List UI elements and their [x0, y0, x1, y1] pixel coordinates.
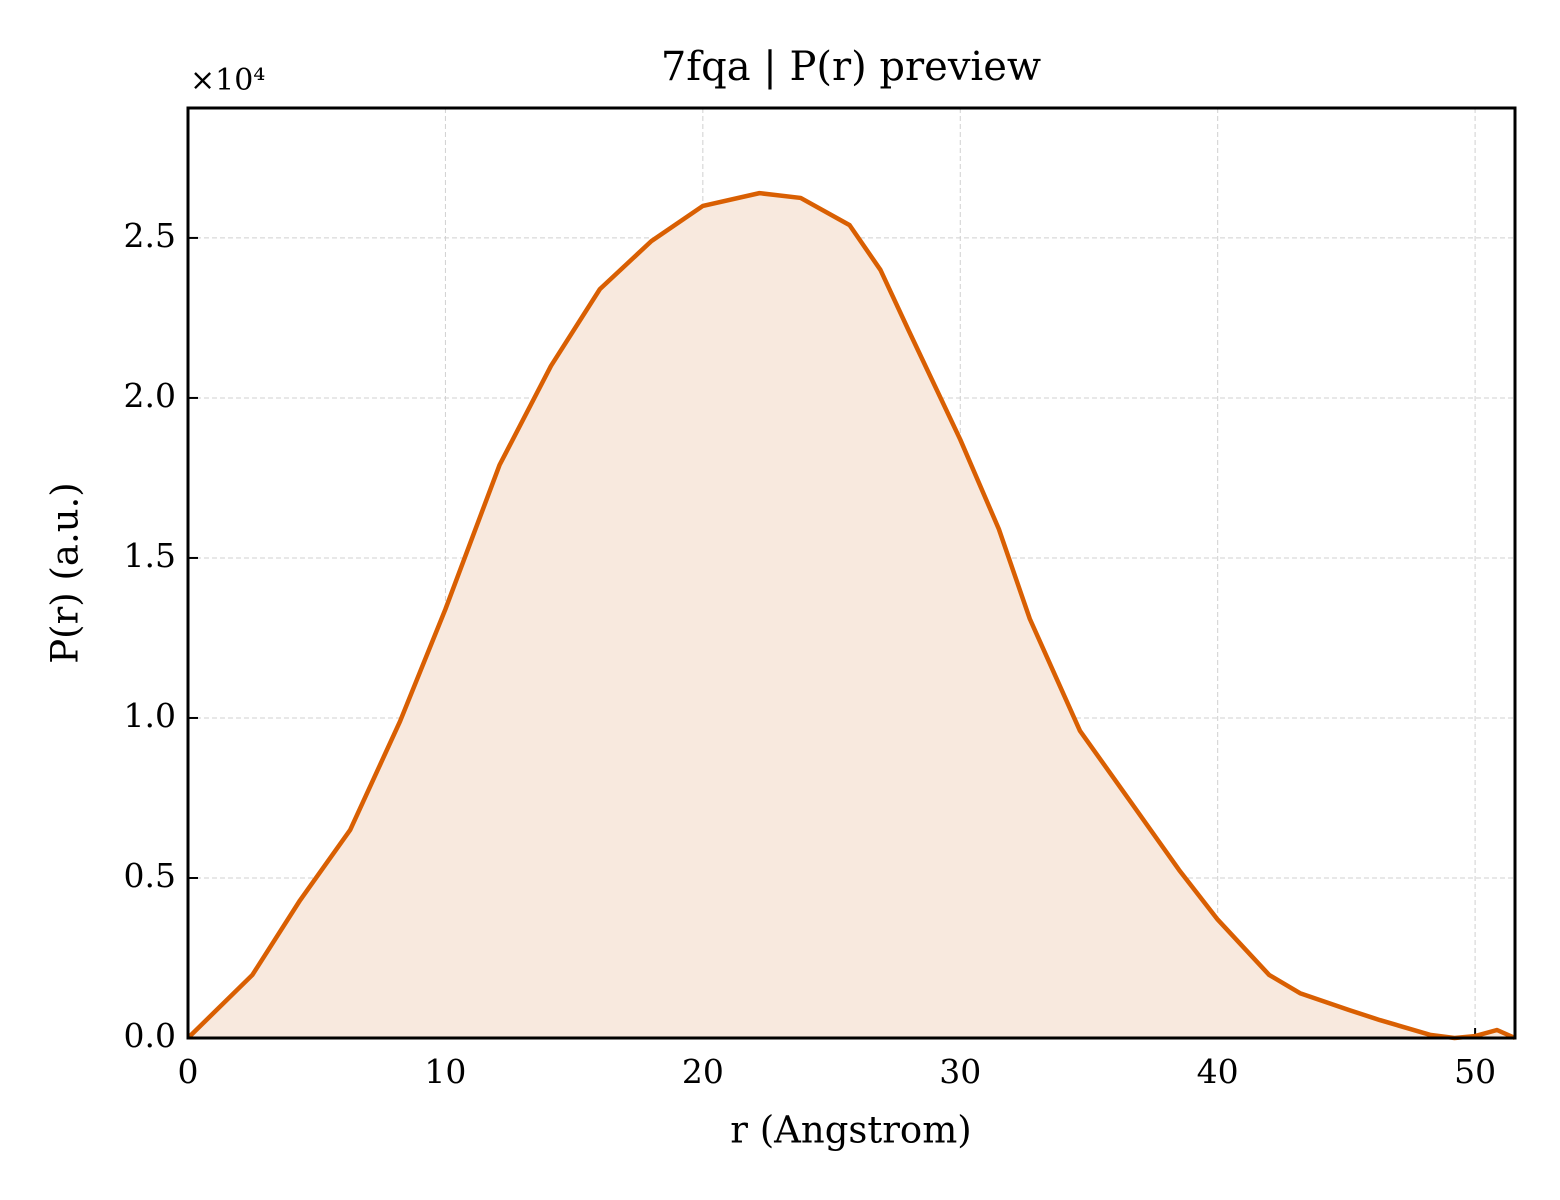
y-axis-label: P(r) (a.u.) — [44, 482, 87, 664]
y-tick-label: 0.5 — [124, 856, 176, 895]
y-tick-label: 0.0 — [124, 1016, 176, 1055]
plot-frame — [186, 106, 1517, 1040]
x-tick-label: 10 — [424, 1052, 466, 1091]
y-tick-label: 1.5 — [124, 536, 176, 575]
y-scale-label: ×10⁴ — [190, 63, 265, 98]
x-tick-label: 40 — [1197, 1052, 1239, 1091]
x-tick-label: 0 — [178, 1052, 199, 1091]
x-tick-label: 20 — [682, 1052, 724, 1091]
x-axis-label: r (Angstrom) — [730, 1109, 971, 1152]
y-tick-label: 2.5 — [124, 216, 176, 255]
x-tick-label: 50 — [1454, 1052, 1496, 1091]
chart-title: 7fqa | P(r) preview — [661, 44, 1041, 90]
y-tick-label: 2.0 — [124, 376, 176, 415]
line — [186, 190, 1516, 1041]
area-fill — [188, 193, 1515, 1038]
y-tick-label: 1.0 — [124, 696, 176, 735]
x-tick-label: 30 — [939, 1052, 981, 1091]
